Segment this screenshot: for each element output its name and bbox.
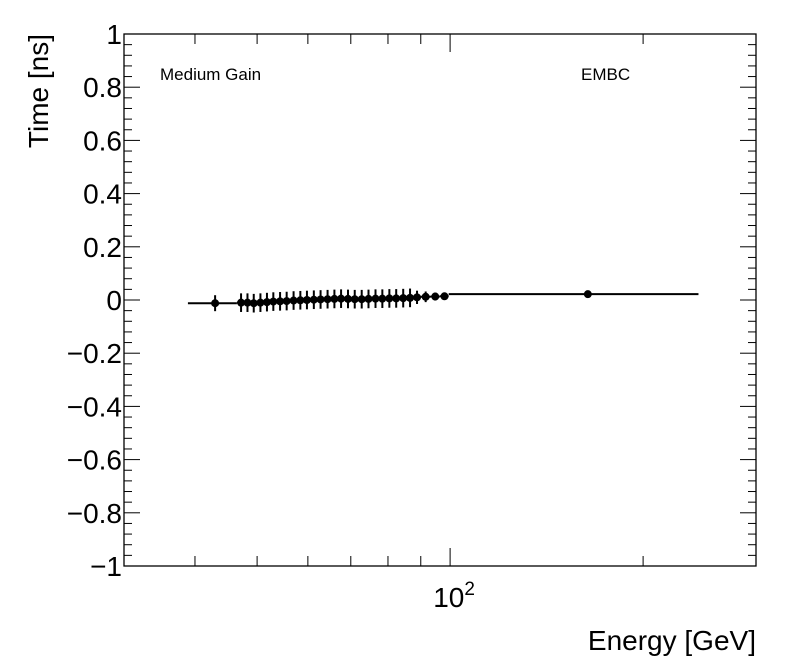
axis-ticks	[124, 33, 757, 567]
marker	[399, 294, 408, 303]
marker	[337, 294, 346, 303]
data-point	[420, 291, 431, 303]
data-point	[316, 290, 325, 309]
data-point	[289, 291, 298, 310]
marker	[431, 292, 440, 301]
data-point	[448, 290, 699, 299]
annotation-medium-gain: Medium Gain	[160, 65, 261, 84]
data-point	[392, 289, 401, 308]
marker	[282, 297, 291, 306]
marker	[364, 294, 373, 303]
x-tick-label: 102	[433, 579, 475, 613]
marker	[330, 294, 339, 303]
data-point	[364, 289, 373, 309]
data-point	[406, 288, 415, 308]
data-point	[236, 293, 246, 312]
data-point	[249, 293, 258, 313]
y-tick-label: −0.4	[67, 391, 122, 422]
y-tick-label: −1	[90, 551, 122, 582]
marker	[296, 296, 305, 305]
y-tick-label: −0.8	[67, 498, 122, 529]
y-tick-label: 0.4	[83, 179, 122, 210]
data-point	[256, 293, 265, 312]
data-point	[187, 295, 237, 312]
data-point	[282, 291, 291, 311]
data-point	[399, 288, 408, 308]
marker	[309, 295, 318, 304]
marker	[357, 295, 366, 304]
data-point	[350, 289, 359, 309]
marker	[276, 297, 285, 306]
data-point	[430, 292, 440, 301]
data-point	[413, 290, 422, 304]
marker	[350, 295, 359, 304]
marker	[237, 298, 246, 307]
marker	[413, 293, 422, 302]
data-point	[302, 290, 311, 310]
data-point	[357, 289, 366, 309]
data-point	[371, 289, 380, 308]
x-tick-labels: 102	[433, 579, 475, 613]
marker	[211, 299, 220, 308]
data-point	[269, 292, 278, 311]
x-axis-label: Energy [GeV]	[588, 625, 756, 656]
data-point	[378, 289, 387, 308]
data-point	[243, 293, 252, 312]
marker	[243, 298, 252, 307]
data-point	[385, 289, 394, 308]
marker	[440, 292, 449, 301]
marker	[421, 292, 430, 301]
marker	[392, 294, 401, 303]
data-series	[187, 288, 699, 313]
y-axis-label: Time [ns]	[23, 34, 54, 148]
marker	[371, 294, 380, 303]
y-tick-label: −0.2	[67, 338, 122, 369]
marker	[269, 297, 278, 306]
marker	[378, 294, 387, 303]
marker	[583, 290, 592, 299]
marker	[249, 299, 258, 308]
marker	[323, 295, 332, 304]
data-point	[262, 292, 271, 312]
data-point	[323, 289, 332, 309]
data-point	[309, 290, 318, 310]
marker	[406, 293, 415, 302]
data-point	[439, 292, 449, 301]
data-point	[337, 289, 346, 308]
data-point	[276, 292, 285, 311]
marker	[262, 298, 271, 307]
data-point	[343, 289, 352, 309]
y-tick-label: 1	[106, 19, 122, 50]
marker	[256, 298, 265, 307]
annotation-embc: EMBC	[581, 65, 630, 84]
data-point	[296, 290, 305, 310]
y-tick-label: 0.8	[83, 72, 122, 103]
y-tick-label: 0	[106, 285, 122, 316]
marker	[289, 296, 298, 305]
marker	[316, 295, 325, 304]
marker	[385, 294, 394, 303]
y-tick-label: 0.2	[83, 232, 122, 263]
y-tick-label: 0.6	[83, 125, 122, 156]
data-point	[330, 289, 339, 309]
marker	[302, 296, 311, 304]
plot-frame	[123, 33, 757, 567]
y-tick-labels: −1 −0.8 −0.6 −0.4 −0.2 0 0.2 0.4 0.6 0.8 1	[67, 19, 122, 582]
marker	[343, 294, 352, 303]
y-tick-label: −0.6	[67, 445, 122, 476]
